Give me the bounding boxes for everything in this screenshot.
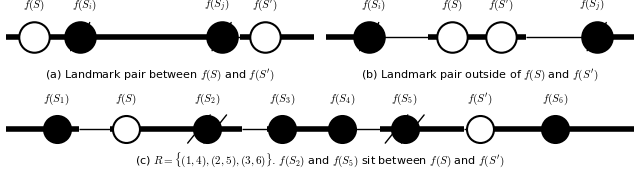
Text: $f(S')$: $f(S')$ [252,0,278,13]
Point [75,35,85,38]
Text: (c) $R = \{(1,4),(2,5),(3,6)\}$. $f(S_2)$ and $f(S_5)$ sit between $f(S)$ and $f: (c) $R = \{(1,4),(2,5),(3,6)\}$. $f(S_2)… [135,150,505,169]
Text: (a) Landmark pair between $f(S)$ and $f(S')$: (a) Landmark pair between $f(S)$ and $f(… [45,68,275,83]
Point [447,35,458,38]
Text: $f(S_2)$: $f(S_2)$ [194,92,220,107]
Point [277,128,287,130]
Text: $f(S_j)$: $f(S_j)$ [204,0,230,13]
Text: (b) Landmark pair outside of $f(S)$ and $f(S')$: (b) Landmark pair outside of $f(S)$ and … [361,68,598,83]
Point [260,35,270,38]
Text: $f(S')$: $f(S')$ [467,92,493,107]
Text: $f(S)$: $f(S)$ [442,0,463,13]
Point [216,35,227,38]
Text: $f(S_1)$: $f(S_1)$ [44,92,70,107]
Point [337,128,347,130]
Text: $f(S_i)$: $f(S_i)$ [72,0,97,13]
Text: $f(S)$: $f(S)$ [23,0,45,13]
Point [120,128,131,130]
Point [550,128,561,130]
Point [202,128,212,130]
Text: $f(S_3)$: $f(S_3)$ [269,92,296,107]
Text: $f(S')$: $f(S')$ [488,0,515,13]
Point [29,35,39,38]
Text: $f(S_j)$: $f(S_j)$ [579,0,605,13]
Text: $f(S_4)$: $f(S_4)$ [329,92,355,107]
Point [591,35,602,38]
Point [399,128,410,130]
Text: $f(S_i)$: $f(S_i)$ [361,0,387,13]
Text: $f(S)$: $f(S)$ [115,92,136,107]
Text: $f(S_6)$: $f(S_6)$ [542,92,568,107]
Text: $f(S_5)$: $f(S_5)$ [392,92,418,107]
Point [364,35,374,38]
Point [475,128,485,130]
Point [496,35,506,38]
Point [51,128,61,130]
